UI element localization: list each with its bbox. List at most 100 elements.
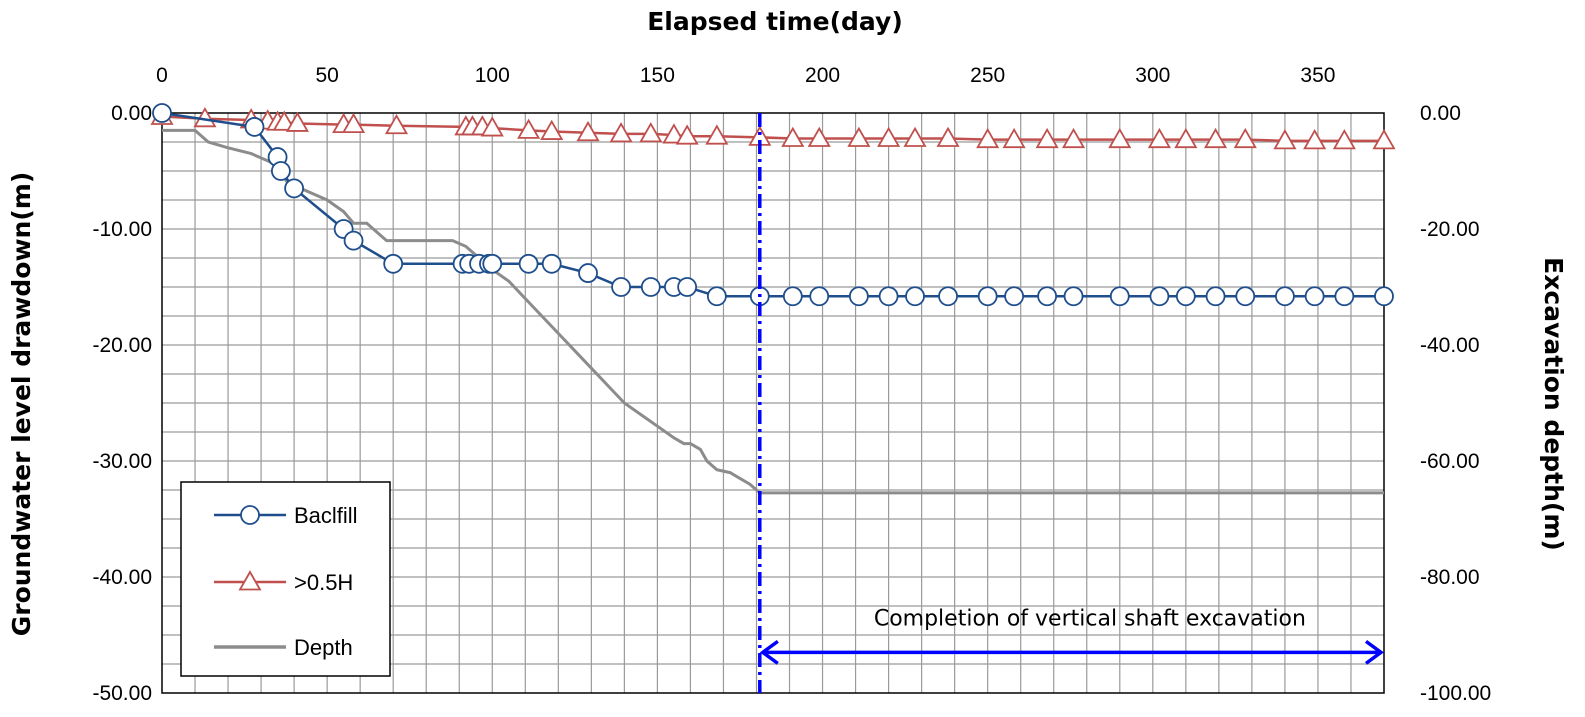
data-point <box>877 126 901 147</box>
data-point <box>1147 127 1171 149</box>
y2-tick-label: -40.00 <box>1420 334 1480 357</box>
data-point <box>611 277 631 297</box>
data-point <box>781 126 805 147</box>
data-point <box>1334 286 1355 307</box>
data-point <box>1037 286 1058 307</box>
arrow-head-left <box>759 639 779 665</box>
data-point <box>782 286 803 307</box>
x-axis-title: Elapsed time(day) <box>647 7 903 36</box>
series-Depth <box>162 128 1384 495</box>
y-tick-label: -30.00 <box>92 450 152 473</box>
data-point <box>518 253 539 274</box>
data-point <box>1149 286 1170 307</box>
data-point <box>809 286 830 307</box>
data-point <box>976 127 1000 149</box>
series->0.5H <box>150 104 1396 150</box>
y-axis-title: Groundwater level drawdown(m) <box>7 172 36 637</box>
series-Baclfill <box>152 103 1394 307</box>
y2-tick-label: -80.00 <box>1420 566 1480 589</box>
legend-item: Depth <box>214 635 353 660</box>
data-point <box>1063 286 1084 307</box>
legend-item: Baclfill <box>214 503 358 528</box>
x-axis-ticks: 0 50 100 150 200 250 300 350 <box>156 64 1335 87</box>
data-point <box>1205 286 1226 307</box>
data-point <box>677 277 698 297</box>
data-point <box>270 161 291 181</box>
data-point <box>1372 129 1396 150</box>
y2-tick-label: -20.00 <box>1420 218 1480 241</box>
x-tick-label: 250 <box>970 64 1005 87</box>
x-tick-label: 300 <box>1135 64 1170 87</box>
legend-label: Depth <box>294 635 353 660</box>
y2-tick-label: 0.00 <box>1420 102 1461 125</box>
data-point <box>807 126 831 147</box>
data-point <box>1204 127 1228 149</box>
data-point <box>1235 286 1256 307</box>
data-point <box>1108 127 1132 149</box>
data-point <box>480 116 504 137</box>
data-point <box>482 253 503 274</box>
data-point <box>244 117 265 137</box>
data-point <box>541 253 562 274</box>
data-point <box>609 122 633 143</box>
y2-axis-ticks: 0.00 -20.00 -40.00 -60.00 -80.00 -100.00 <box>1420 102 1491 705</box>
y2-tick-label: -60.00 <box>1420 450 1480 473</box>
data-point <box>878 286 899 307</box>
data-point <box>675 124 699 145</box>
data-point <box>640 277 661 297</box>
completion-annotation: Completion of vertical shaft excavation <box>874 607 1306 632</box>
data-point <box>936 126 960 147</box>
data-point <box>517 118 541 139</box>
annotation-layer: Completion of vertical shaft excavation <box>758 113 1384 693</box>
data-point <box>1332 129 1356 150</box>
data-point <box>1233 127 1257 149</box>
data-point <box>905 286 925 307</box>
y-tick-label: -40.00 <box>92 566 152 589</box>
y-tick-label: -20.00 <box>92 334 152 357</box>
plot-frame <box>161 112 1385 694</box>
data-point <box>1002 127 1026 149</box>
data-point <box>662 123 686 144</box>
data-point <box>977 286 998 307</box>
data-point <box>383 253 404 274</box>
legend-label: Baclfill <box>294 503 358 528</box>
data-point <box>342 112 366 134</box>
data-point <box>1174 127 1198 149</box>
y2-axis-title: Excavation depth(m) <box>1539 257 1568 551</box>
data-point <box>152 103 172 123</box>
data-point <box>343 230 364 251</box>
data-point <box>1004 286 1024 307</box>
data-point <box>285 111 309 132</box>
y-tick-label: 0.00 <box>111 102 152 125</box>
data-point <box>1304 286 1325 307</box>
data-point <box>639 122 663 143</box>
data-point <box>705 124 729 145</box>
data-point <box>384 113 409 135</box>
legend-marker <box>238 570 262 591</box>
legend: Baclfill >0.5H Depth <box>180 481 391 677</box>
data-point <box>847 126 871 147</box>
data-point <box>1275 286 1295 307</box>
data-point <box>1273 129 1297 150</box>
data-point <box>1374 286 1394 307</box>
data-point <box>706 286 727 307</box>
y-tick-label: -50.00 <box>92 682 152 705</box>
grid <box>162 113 1384 693</box>
data-point <box>284 178 305 199</box>
data-point <box>272 110 296 131</box>
data-point <box>540 119 564 140</box>
x-tick-label: 100 <box>475 64 510 87</box>
y2-tick-label: -100.00 <box>1420 682 1491 705</box>
data-point <box>903 126 927 147</box>
legend-marker <box>240 505 260 525</box>
x-tick-label: 0 <box>156 64 168 87</box>
data-point <box>1175 286 1196 307</box>
y-tick-label: -10.00 <box>92 218 152 241</box>
y-axis-ticks: 0.00 -10.00 -20.00 -30.00 -40.00 -50.00 <box>92 102 152 705</box>
series-layer <box>150 103 1396 495</box>
data-point <box>848 286 869 307</box>
data-point <box>938 286 958 307</box>
arrow-head-right <box>1364 639 1384 665</box>
x-tick-label: 50 <box>315 64 338 87</box>
